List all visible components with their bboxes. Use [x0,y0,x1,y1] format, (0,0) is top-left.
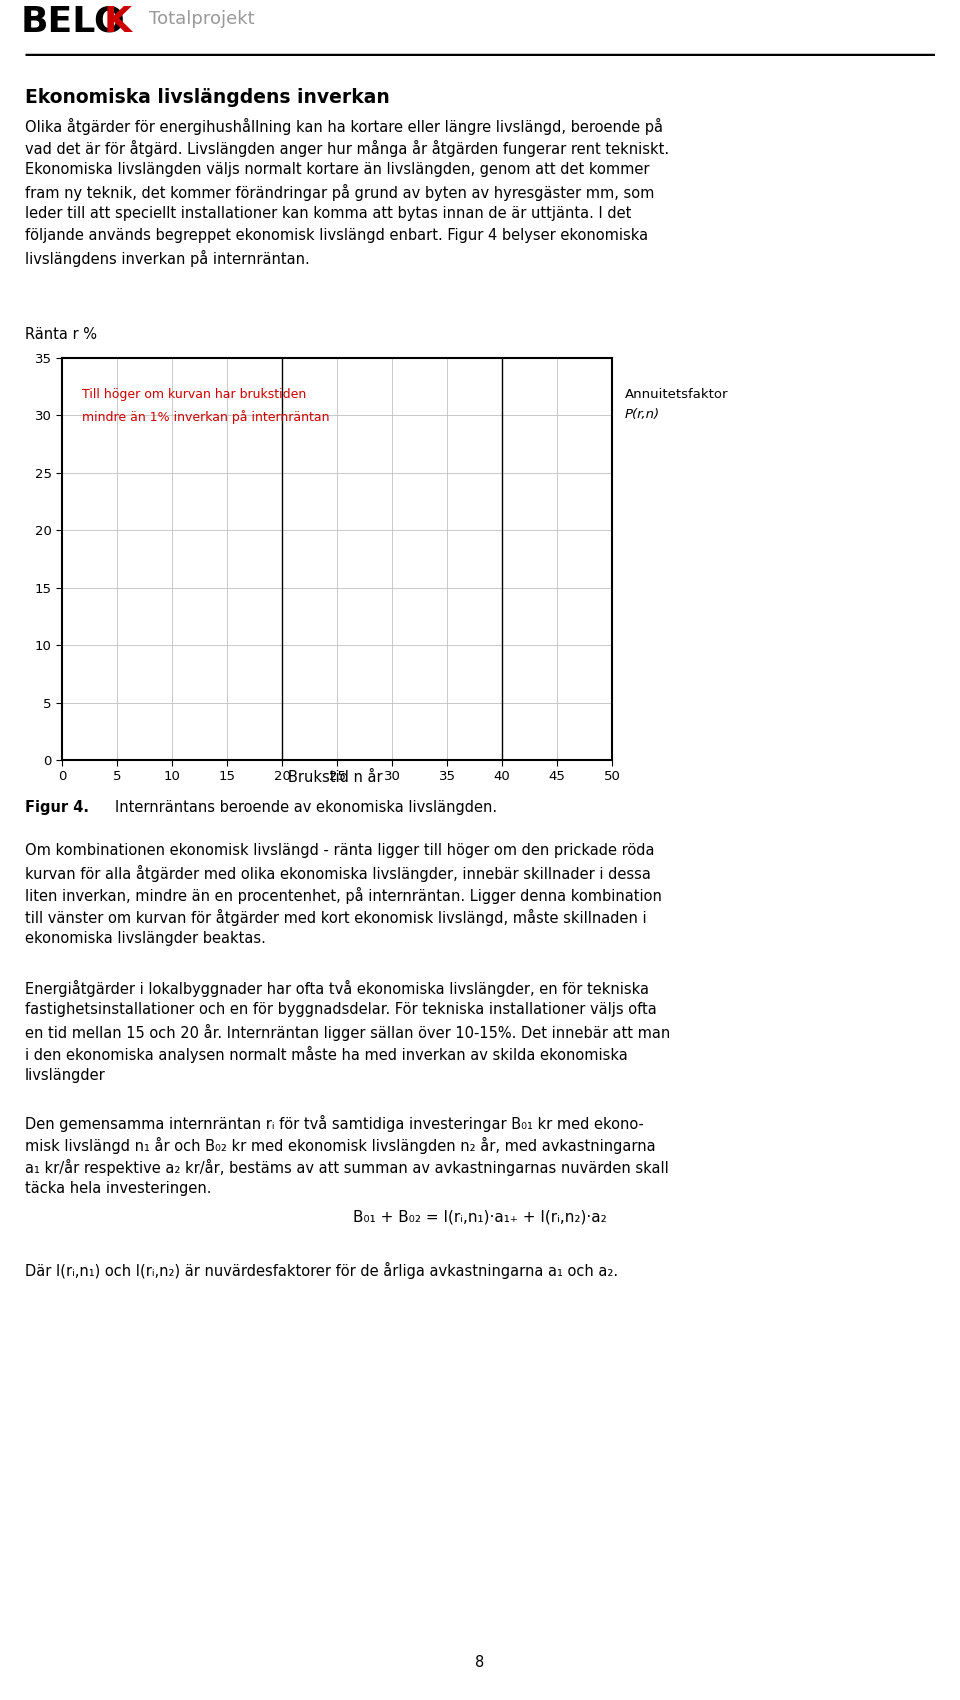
Text: Figur 4.: Figur 4. [25,801,89,814]
Text: till vänster om kurvan för åtgärder med kort ekonomisk livslängd, måste skillnad: till vänster om kurvan för åtgärder med … [25,910,647,926]
Text: 8: 8 [475,1656,485,1669]
Text: Ränta r %: Ränta r % [25,326,97,342]
Text: livslängdens inverkan på internräntan.: livslängdens inverkan på internräntan. [25,250,310,267]
Text: i den ekonomiska analysen normalt måste ha med inverkan av skilda ekonomiska: i den ekonomiska analysen normalt måste … [25,1046,628,1062]
Text: Den gemensamma internräntan rᵢ för två samtidiga investeringar B₀₁ kr med ekono-: Den gemensamma internräntan rᵢ för två s… [25,1115,644,1132]
Text: P(r,n): P(r,n) [625,408,660,422]
Text: följande används begreppet ekonomisk livslängd enbart. Figur 4 belyser ekonomisk: följande används begreppet ekonomisk liv… [25,228,648,243]
Text: K: K [104,5,132,39]
Text: mindre än 1% inverkan på internräntan: mindre än 1% inverkan på internräntan [82,410,329,423]
Text: misk livslängd n₁ år och B₀₂ kr med ekonomisk livslängden n₂ år, med avkastninga: misk livslängd n₁ år och B₀₂ kr med ekon… [25,1137,656,1154]
Text: täcka hela investeringen.: täcka hela investeringen. [25,1182,211,1197]
Text: leder till att speciellt installationer kan komma att bytas innan de är uttjänta: leder till att speciellt installationer … [25,206,632,221]
Text: B₀₁ + B₀₂ = I(rᵢ,n₁)·a₁₊ + I(rᵢ,n₂)·a₂: B₀₁ + B₀₂ = I(rᵢ,n₁)·a₁₊ + I(rᵢ,n₂)·a₂ [353,1210,607,1226]
Text: a₁ kr/år respektive a₂ kr/år, bestäms av att summan av avkastningarnas nuvärden : a₁ kr/år respektive a₂ kr/år, bestäms av… [25,1159,669,1176]
Text: Till höger om kurvan har brukstiden: Till höger om kurvan har brukstiden [82,388,306,401]
Text: kurvan för alla åtgärder med olika ekonomiska livslängder, innebär skillnader i : kurvan för alla åtgärder med olika ekono… [25,865,651,882]
Text: Brukstid n år: Brukstid n år [288,770,382,785]
Text: Om kombinationen ekonomisk livslängd - ränta ligger till höger om den prickade r: Om kombinationen ekonomisk livslängd - r… [25,843,655,859]
Text: ekonomiska livslängder beaktas.: ekonomiska livslängder beaktas. [25,932,266,945]
Text: fram ny teknik, det kommer förändringar på grund av byten av hyresgäster mm, som: fram ny teknik, det kommer förändringar … [25,184,655,201]
Text: Ekonomiska livslängdens inverkan: Ekonomiska livslängdens inverkan [25,88,390,107]
Text: fastighetsinstallationer och en för byggnadsdelar. För tekniska installationer v: fastighetsinstallationer och en för bygg… [25,1001,657,1017]
Text: Internräntans beroende av ekonomiska livslängden.: Internräntans beroende av ekonomiska liv… [115,801,497,814]
Text: en tid mellan 15 och 20 år. Internräntan ligger sällan över 10-15%. Det innebär : en tid mellan 15 och 20 år. Internräntan… [25,1023,670,1040]
Text: livslängder: livslängder [25,1068,106,1083]
Text: Där I(rᵢ,n₁) och I(rᵢ,n₂) är nuvärdesfaktorer för de årliga avkastningarna a₁ oc: Där I(rᵢ,n₁) och I(rᵢ,n₂) är nuvärdesfak… [25,1261,618,1278]
Text: Olika åtgärder för energihushållning kan ha kortare eller längre livslängd, bero: Olika åtgärder för energihushållning kan… [25,117,663,134]
Text: Totalprojekt: Totalprojekt [149,10,254,29]
Text: Energiåtgärder i lokalbyggnader har ofta två ekonomiska livslängder, en för tekn: Energiåtgärder i lokalbyggnader har ofta… [25,979,649,996]
Text: Annuitetsfaktor: Annuitetsfaktor [625,388,729,401]
Text: BELO: BELO [21,5,126,39]
Text: Ekonomiska livslängden väljs normalt kortare än livslängden, genom att det komme: Ekonomiska livslängden väljs normalt kor… [25,162,650,177]
Text: vad det är för åtgärd. Livslängden anger hur många år åtgärden fungerar rent tek: vad det är för åtgärd. Livslängden anger… [25,139,669,156]
Text: liten inverkan, mindre än en procentenhet, på internräntan. Ligger denna kombina: liten inverkan, mindre än en procentenhe… [25,887,661,904]
